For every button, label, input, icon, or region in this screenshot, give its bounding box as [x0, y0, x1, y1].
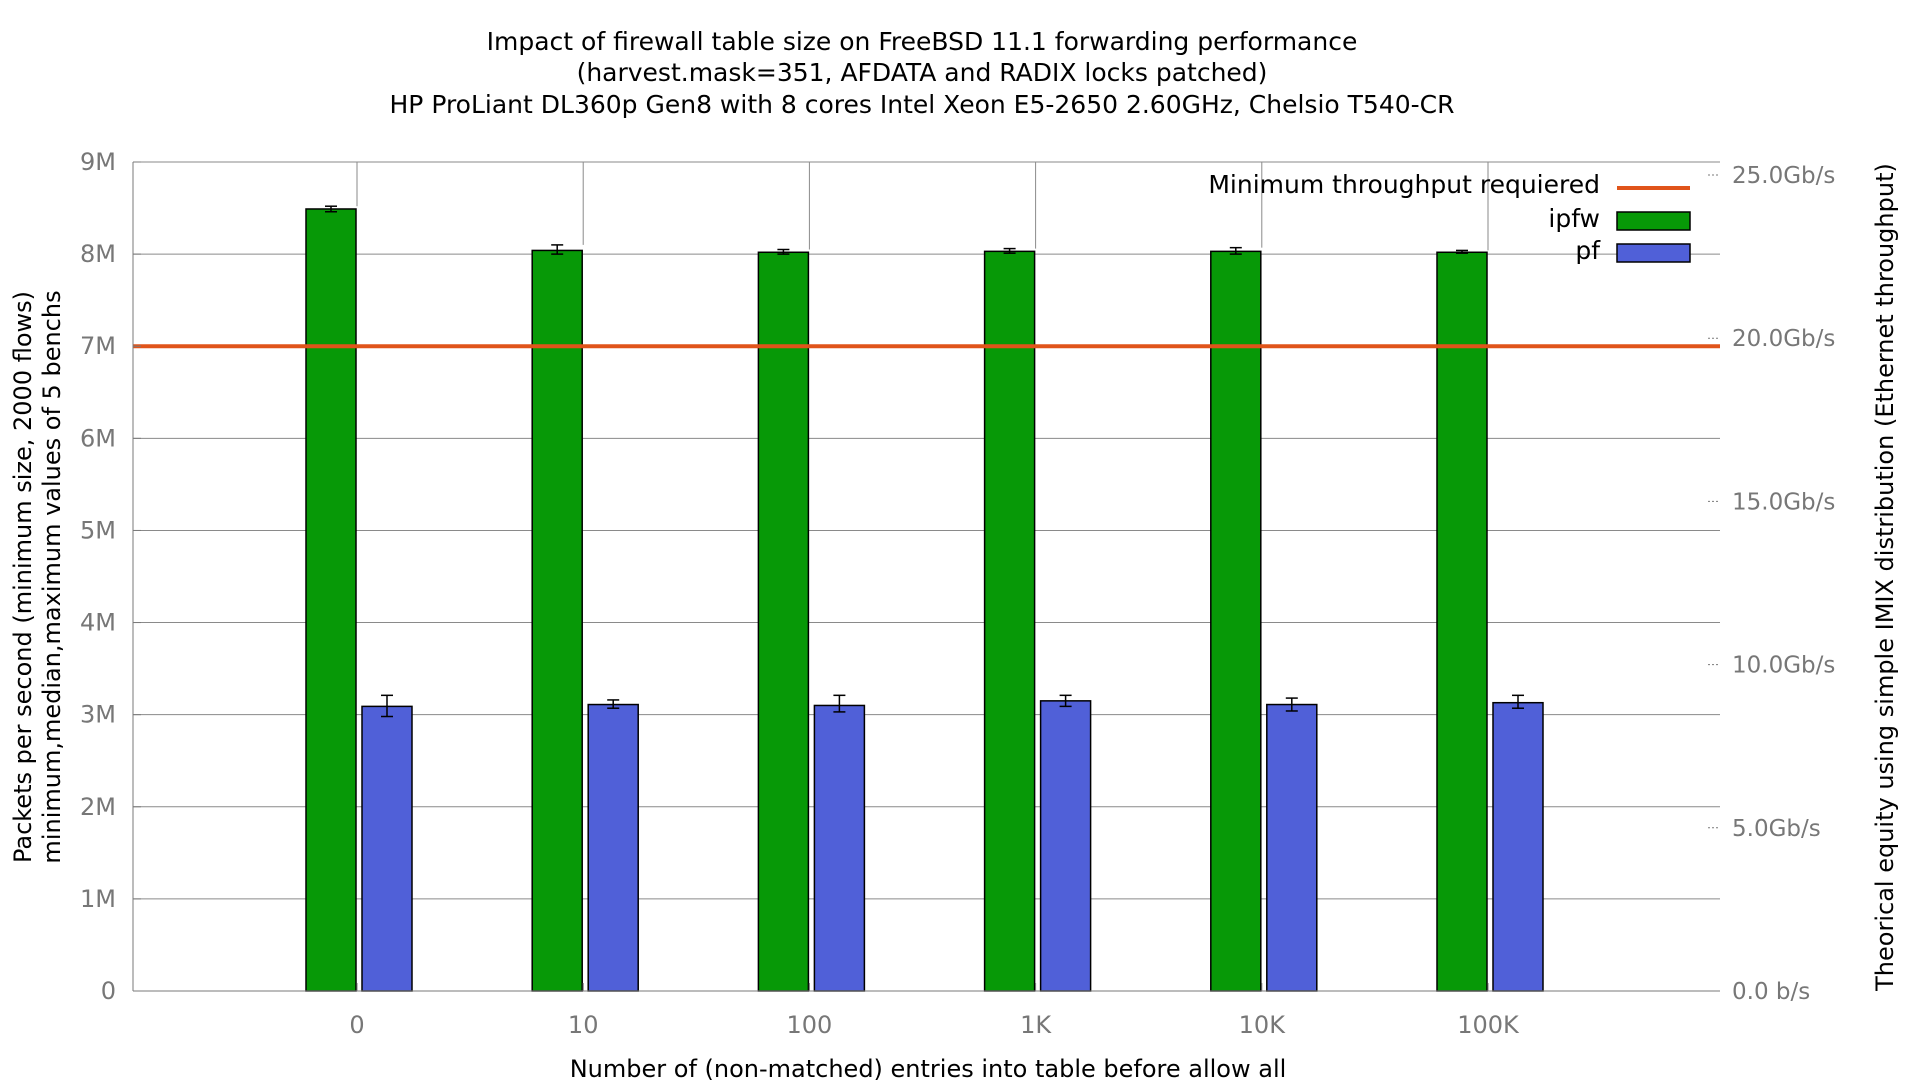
y2-tick-label: 20.0Gb/s — [1732, 326, 1835, 352]
bar-pf — [1492, 701, 1544, 992]
x-tick-label: 0 — [349, 1011, 364, 1039]
chart-title-line-2: (harvest.mask=351, AFDATA and RADIX lock… — [577, 58, 1268, 87]
y-tick-label: 9M — [80, 148, 116, 176]
x-tick-label: 100K — [1457, 1011, 1520, 1039]
bars — [305, 205, 1544, 992]
y2-tick-label: 5.0Gb/s — [1732, 816, 1821, 842]
y2-tick-label: 10.0Gb/s — [1732, 653, 1835, 679]
y-tick-label: 1M — [80, 885, 116, 913]
bar-ipfw — [757, 251, 810, 992]
y-tick-label: 2M — [80, 793, 116, 821]
x-tick-label: 10K — [1239, 1011, 1287, 1039]
y-tick-label: 4M — [80, 609, 116, 637]
legend-label-reference: Minimum throughput requiered — [1208, 170, 1600, 199]
x-axis-label: Number of (non-matched) entries into tab… — [570, 1055, 1287, 1080]
legend-swatch-ipfw — [1616, 211, 1691, 231]
y-tick-label: 3M — [80, 701, 116, 729]
legend: Minimum throughput requiered ipfw pf — [1208, 170, 1691, 265]
plot-frame — [132, 162, 1720, 992]
chart-title-line-1: Impact of firewall table size on FreeBSD… — [487, 27, 1358, 56]
y2-tick-label: 0.0 b/s — [1732, 979, 1810, 1005]
bar-ipfw — [1436, 251, 1488, 992]
bar-pf — [587, 703, 639, 992]
legend-swatch-pf — [1616, 243, 1691, 263]
y2-axis-label: Theorical equity using simple IMIX distr… — [1871, 163, 1899, 992]
y-tick-label: 5M — [80, 516, 116, 544]
x-tick-label: 100 — [786, 1011, 832, 1039]
y2-tick-label: 15.0Gb/s — [1732, 489, 1835, 515]
bar-ipfw — [531, 249, 583, 992]
chart-title-line-3: HP ProLiant DL360p Gen8 with 8 cores Int… — [390, 90, 1455, 119]
bar-ipfw — [305, 208, 357, 992]
bar-pf — [1266, 703, 1318, 992]
legend-label-ipfw: ipfw — [1548, 204, 1600, 233]
y-axis-label-line-1: Packets per second (minimum size, 2000 f… — [9, 291, 37, 863]
y-tick-label: 8M — [80, 240, 116, 268]
x-tick-label: 10 — [568, 1011, 599, 1039]
legend-label-pf: pf — [1575, 236, 1601, 265]
y-tick-label: 0 — [101, 977, 116, 1005]
y-tick-label: 7M — [80, 332, 116, 360]
bar-pf — [813, 704, 866, 992]
y-axis-label-line-2: minimum,median,maximum values of 5 bench… — [38, 290, 66, 863]
y-tick-label: 6M — [80, 424, 116, 452]
bar-pf — [361, 705, 413, 992]
axis-ticks: 0 1M 2M 3M 4M 5M 6M 7M 8M 9M 0.0 b/s 5.0Gb/s 10.0Gb/… — [80, 148, 1835, 1039]
chart-title: Impact of firewall table size on FreeBSD… — [390, 27, 1455, 119]
bar-ipfw — [1210, 250, 1262, 992]
bar-pf — [1039, 700, 1092, 992]
x-tick-label: 1K — [1020, 1011, 1052, 1039]
bar-ipfw — [983, 250, 1036, 992]
y2-tick-label: 25.0Gb/s — [1732, 163, 1835, 189]
